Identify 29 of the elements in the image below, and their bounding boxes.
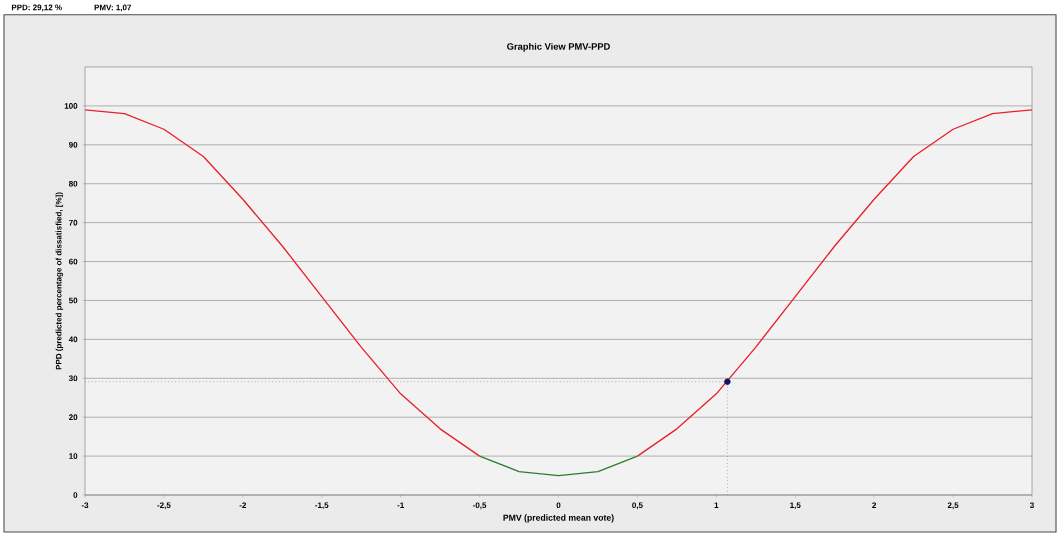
- y-tick-label: 50: [68, 297, 78, 304]
- x-tick-label: 3: [1029, 502, 1034, 509]
- y-tick-label: 90: [69, 141, 78, 148]
- y-axis-title: PPD (predicted percentage of dissatisfied, [%]): [55, 192, 64, 370]
- x-tick-label: -1: [397, 502, 404, 508]
- y-tick-label: 40: [68, 336, 78, 343]
- x-tick-label: -2: [239, 502, 247, 508]
- text: PPD: 29,12 %: [11, 4, 62, 12]
- text: PMV: 1,07: [94, 4, 132, 12]
- x-tick-label: -3: [81, 502, 89, 509]
- y-tick-label: 60: [69, 258, 78, 265]
- y-tick-label: 20: [69, 414, 78, 421]
- x-tick-label: -2,5: [157, 502, 171, 510]
- x-axis-title: PMV (predicted mean vote): [503, 514, 614, 523]
- y-tick-label: 10: [69, 453, 78, 459]
- x-tick-label: 1: [714, 502, 719, 508]
- x-tick-label: 0,5: [632, 502, 643, 510]
- x-tick-label: -0,5: [473, 502, 487, 510]
- y-tick-label: 80: [68, 180, 78, 187]
- y-tick-label: 0: [73, 492, 78, 498]
- x-tick-label: 1,5: [790, 502, 801, 510]
- y-tick-label: 100: [64, 103, 78, 109]
- x-tick-label: -1,5: [315, 502, 329, 510]
- chart-title: Graphic View PMV-PPD: [507, 42, 610, 52]
- x-tick-label: 2,5: [947, 502, 959, 510]
- y-tick-label: 30: [68, 375, 78, 382]
- x-tick-label: 2: [872, 502, 877, 508]
- x-tick-label: 0: [556, 502, 561, 509]
- y-tick-label: 70: [69, 219, 78, 226]
